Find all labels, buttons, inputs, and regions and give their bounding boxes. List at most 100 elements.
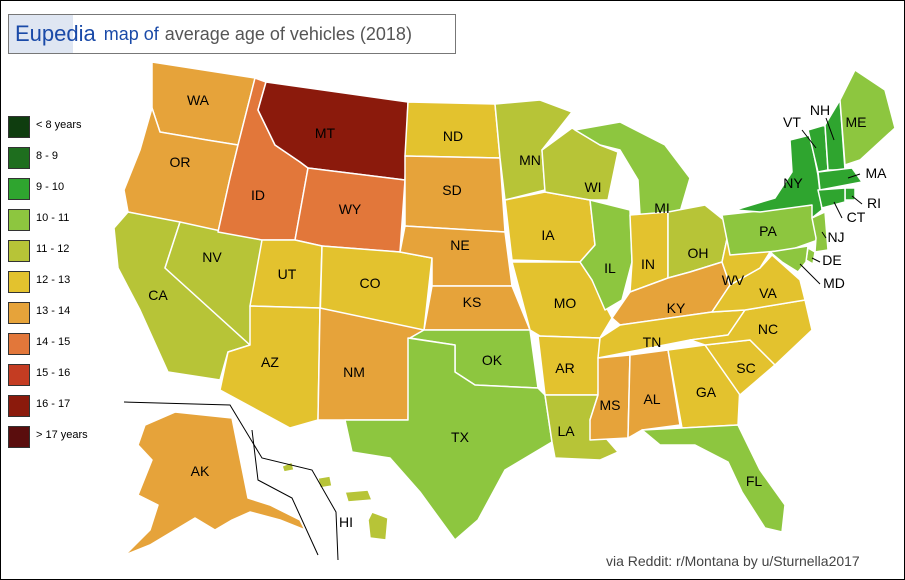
state-hi-3 — [344, 489, 373, 503]
label-ma: MA — [866, 165, 888, 181]
label-id: ID — [251, 187, 265, 203]
label-ct: CT — [847, 209, 866, 225]
legend-swatch — [8, 178, 30, 200]
label-nh: NH — [810, 102, 830, 118]
label-wy: WY — [339, 201, 362, 217]
state-ny — [734, 134, 823, 219]
legend-swatch — [8, 240, 30, 262]
legend-item: 10 - 11 — [8, 209, 128, 233]
state-ri — [844, 187, 856, 201]
legend-swatch — [8, 302, 30, 324]
legend-item: 16 - 17 — [8, 395, 128, 419]
label-de: DE — [822, 252, 841, 268]
label-ks: KS — [463, 294, 482, 310]
legend-label: > 17 years — [36, 429, 88, 441]
label-or: OR — [170, 154, 191, 170]
label-nc: NC — [758, 321, 778, 337]
state-hi-2 — [317, 475, 333, 489]
state-nj — [811, 211, 829, 253]
label-nv: NV — [202, 249, 222, 265]
label-il: IL — [604, 260, 616, 276]
label-ga: GA — [696, 384, 717, 400]
leader-line-ri — [851, 195, 863, 205]
legend-swatch — [8, 147, 30, 169]
label-sc: SC — [736, 360, 755, 376]
legend-swatch — [8, 395, 30, 417]
legend-label: 13 - 14 — [36, 305, 71, 317]
brand-background — [9, 15, 73, 53]
title-box: Eupedia map of average age of vehicles (… — [8, 14, 456, 54]
legend-label: 11 - 12 — [36, 243, 70, 255]
label-ri: RI — [867, 195, 881, 211]
brand-logo-text: Eupedia — [15, 21, 96, 46]
label-nm: NM — [343, 364, 365, 380]
legend-label: < 8 years — [36, 119, 82, 131]
label-ar: AR — [555, 360, 574, 376]
state-al — [627, 349, 681, 439]
legend-item: 12 - 13 — [8, 271, 128, 295]
legend-item: 11 - 12 — [8, 240, 128, 264]
leader-line-ct — [833, 201, 843, 219]
legend-swatch — [8, 209, 30, 231]
label-mt: MT — [315, 125, 336, 141]
legend-item: 9 - 10 — [8, 178, 128, 202]
label-ak: AK — [191, 463, 210, 479]
label-in: IN — [641, 256, 655, 272]
state-me — [839, 69, 896, 166]
legend-label: 14 - 15 — [36, 336, 71, 348]
leader-line-nj — [821, 231, 827, 239]
label-tn: TN — [643, 334, 662, 350]
state-tx — [344, 337, 553, 541]
state-ak — [124, 411, 306, 556]
leader-line-ma — [847, 173, 861, 179]
state-hi-4 — [367, 511, 389, 541]
legend-swatch — [8, 116, 30, 138]
label-sd: SD — [442, 182, 461, 198]
label-vt: VT — [783, 114, 801, 130]
legend-label: 12 - 13 — [36, 274, 71, 286]
label-va: VA — [759, 285, 777, 301]
label-nd: ND — [443, 128, 463, 144]
label-ky: KY — [667, 300, 686, 316]
legend-swatch — [8, 364, 30, 386]
legend-label: 15 - 16 — [36, 367, 71, 379]
label-ok: OK — [482, 352, 503, 368]
label-ut: UT — [278, 266, 297, 282]
legend-item: > 17 years — [8, 426, 128, 450]
inset-divider-line — [123, 401, 339, 561]
leader-line-vt — [801, 129, 817, 149]
legend-swatch — [8, 271, 30, 293]
label-fl: FL — [746, 473, 763, 489]
legend-label: 10 - 11 — [36, 212, 70, 224]
label-la: LA — [557, 423, 575, 439]
state-nc — [689, 299, 813, 366]
label-md: MD — [823, 275, 845, 291]
label-wa: WA — [187, 92, 210, 108]
legend-swatch — [8, 333, 30, 355]
label-ia: IA — [541, 227, 555, 243]
state-ct — [817, 187, 846, 209]
legend-item: 14 - 15 — [8, 333, 128, 357]
label-az: AZ — [261, 354, 279, 370]
label-oh: OH — [688, 245, 709, 261]
legend-item: 13 - 14 — [8, 302, 128, 326]
leader-line-md — [799, 263, 821, 285]
leader-line-nh — [825, 117, 835, 141]
legend-swatch — [8, 426, 30, 448]
state-md — [769, 245, 809, 273]
label-me: ME — [846, 114, 867, 130]
state-ma — [817, 167, 863, 191]
label-co: CO — [360, 275, 381, 291]
title-map-of: map of — [103, 23, 159, 44]
leader-line-de — [811, 257, 821, 263]
label-ca: CA — [148, 287, 168, 303]
legend-item: 15 - 16 — [8, 364, 128, 388]
label-hi: HI — [339, 514, 353, 530]
legend-label: 16 - 17 — [36, 398, 71, 410]
label-mn: MN — [519, 152, 541, 168]
legend-label: 9 - 10 — [36, 181, 65, 193]
label-tx: TX — [451, 429, 470, 445]
label-mi: MI — [654, 200, 670, 216]
legend-label: 8 - 9 — [36, 150, 59, 162]
